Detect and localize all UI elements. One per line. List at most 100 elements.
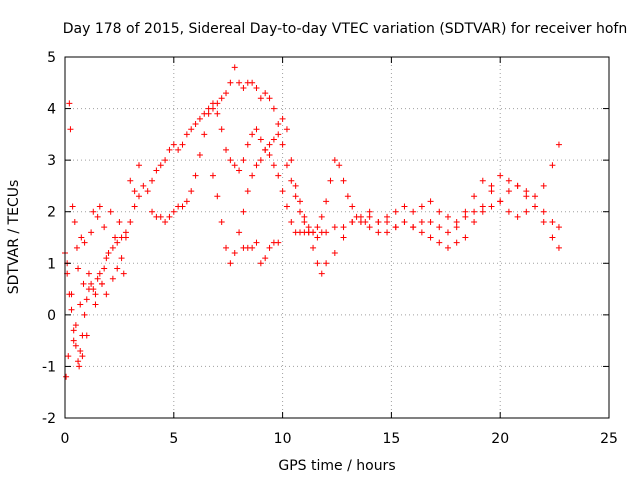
data-point: [67, 126, 74, 133]
data-point: [196, 115, 203, 122]
series-early-scatter: [63, 100, 142, 380]
data-point: [384, 219, 391, 226]
data-point: [444, 244, 451, 251]
data-point: [236, 229, 243, 236]
axis-ticks: [64, 56, 610, 419]
data-point: [131, 203, 138, 210]
x-tick-label: 15: [382, 431, 400, 447]
data-point: [418, 229, 425, 236]
data-point: [63, 373, 70, 380]
data-point: [72, 322, 79, 329]
data-point: [72, 342, 79, 349]
data-point: [105, 249, 112, 256]
data-point: [266, 244, 273, 251]
data-point: [75, 265, 82, 272]
data-point: [162, 157, 169, 164]
data-point: [122, 229, 129, 236]
data-point: [96, 270, 103, 277]
data-point: [218, 219, 225, 226]
data-point: [279, 115, 286, 122]
y-tick-label: 3: [47, 153, 56, 169]
data-point: [292, 193, 299, 200]
data-point: [223, 244, 230, 251]
data-point: [555, 244, 562, 251]
data-point: [288, 219, 295, 226]
data-point: [471, 219, 478, 226]
data-point: [257, 157, 264, 164]
data-point: [471, 208, 478, 215]
data-point: [107, 208, 114, 215]
data-point: [418, 203, 425, 210]
x-tick-label: 0: [61, 431, 70, 447]
data-point: [214, 193, 221, 200]
data-point: [79, 353, 86, 360]
data-point: [331, 157, 338, 164]
data-point: [188, 126, 195, 133]
data-point: [266, 95, 273, 102]
data-point: [270, 105, 277, 112]
data-point: [249, 131, 256, 138]
data-point: [231, 64, 238, 71]
data-point: [101, 224, 108, 231]
data-point: [275, 121, 282, 128]
data-point: [88, 280, 95, 287]
data-point: [505, 177, 512, 184]
data-point: [66, 100, 73, 107]
data-point: [366, 213, 373, 220]
data-point: [81, 311, 88, 318]
data-point: [270, 136, 277, 143]
data-point: [77, 301, 84, 308]
data-point: [127, 219, 134, 226]
data-point: [183, 131, 190, 138]
data-point: [375, 229, 382, 236]
data-point: [96, 203, 103, 210]
data-point: [318, 270, 325, 277]
data-point: [384, 229, 391, 236]
data-point: [170, 208, 177, 215]
data-point: [301, 213, 308, 220]
data-point: [71, 219, 78, 226]
x-tick-label: 5: [169, 431, 178, 447]
data-point: [214, 100, 221, 107]
grid: [65, 57, 609, 418]
data-point: [83, 296, 90, 303]
data-point: [323, 198, 330, 205]
data-point: [514, 213, 521, 220]
data-point: [257, 260, 264, 267]
data-point: [201, 131, 208, 138]
data-point: [436, 208, 443, 215]
data-point: [283, 203, 290, 210]
data-point: [323, 229, 330, 236]
data-point: [540, 208, 547, 215]
data-point: [183, 198, 190, 205]
data-point: [98, 280, 105, 287]
data-point: [392, 224, 399, 231]
x-axis-title: GPS time / hours: [278, 458, 395, 474]
data-point: [540, 219, 547, 226]
data-point: [157, 162, 164, 169]
data-point: [555, 141, 562, 148]
data-point: [523, 193, 530, 200]
data-point: [236, 167, 243, 174]
y-tick-label: 2: [47, 205, 56, 221]
data-point: [73, 244, 80, 251]
data-point: [76, 363, 83, 370]
data-point: [314, 234, 321, 241]
data-point: [392, 208, 399, 215]
data-point: [340, 177, 347, 184]
data-point: [253, 239, 260, 246]
data-point: [253, 84, 260, 91]
data-point: [418, 219, 425, 226]
data-point: [479, 203, 486, 210]
data-point: [427, 219, 434, 226]
data-point: [375, 219, 382, 226]
data-point: [81, 239, 88, 246]
data-point: [149, 208, 156, 215]
data-point: [257, 136, 264, 143]
data-point: [314, 224, 321, 231]
data-point: [410, 224, 417, 231]
data-point: [70, 337, 77, 344]
data-point: [523, 208, 530, 215]
plot-frame: [64, 56, 610, 419]
